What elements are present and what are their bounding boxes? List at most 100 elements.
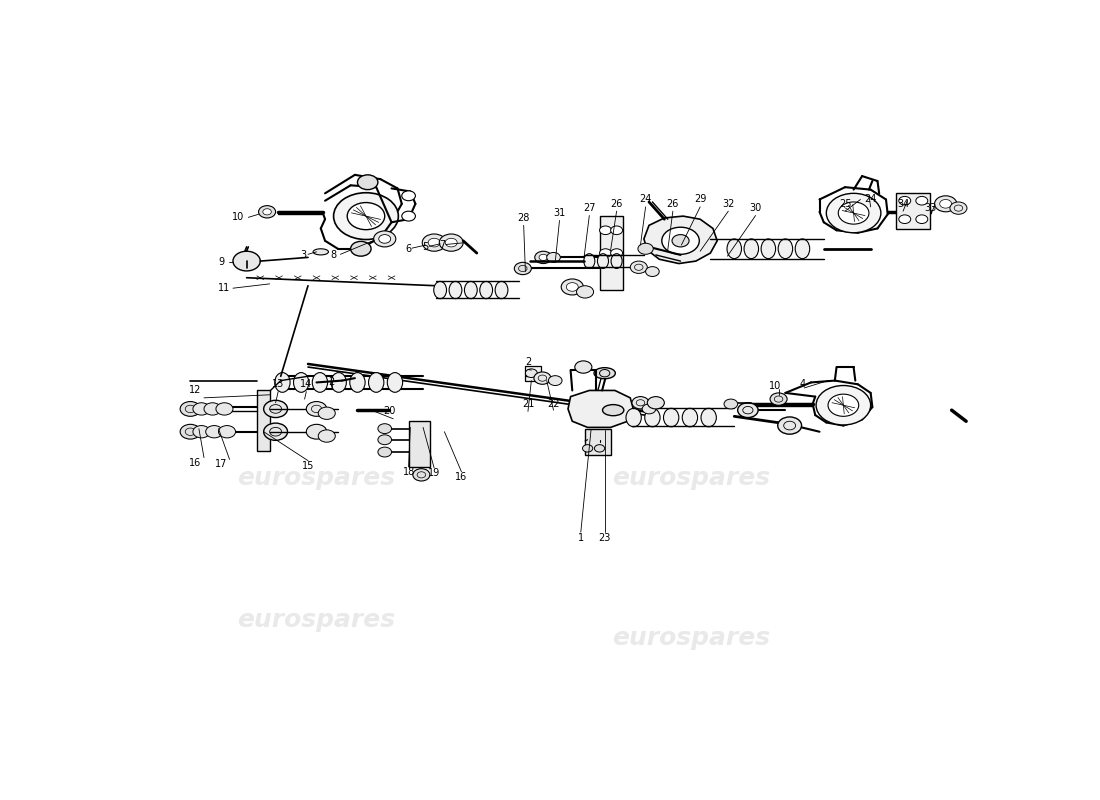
Text: 10: 10 xyxy=(769,381,781,390)
Text: 22: 22 xyxy=(548,399,560,409)
Circle shape xyxy=(306,402,327,416)
Text: 6: 6 xyxy=(406,244,411,254)
Bar xyxy=(408,422,430,467)
Circle shape xyxy=(534,372,551,384)
Circle shape xyxy=(318,430,336,442)
Circle shape xyxy=(358,175,378,190)
Circle shape xyxy=(899,215,911,223)
Circle shape xyxy=(535,251,552,263)
Text: 20: 20 xyxy=(383,406,395,416)
Ellipse shape xyxy=(744,239,759,258)
Circle shape xyxy=(647,397,664,409)
Text: 28: 28 xyxy=(517,213,530,223)
Circle shape xyxy=(816,386,871,425)
Ellipse shape xyxy=(612,254,623,269)
Circle shape xyxy=(672,234,689,247)
Circle shape xyxy=(916,197,927,205)
Text: 18: 18 xyxy=(403,466,415,477)
Circle shape xyxy=(561,279,583,295)
Circle shape xyxy=(549,376,562,386)
Circle shape xyxy=(258,206,276,218)
Circle shape xyxy=(515,262,531,274)
Circle shape xyxy=(351,242,371,256)
Ellipse shape xyxy=(645,408,660,426)
Text: 11: 11 xyxy=(218,283,231,293)
Circle shape xyxy=(219,426,235,438)
Circle shape xyxy=(206,426,222,438)
Bar xyxy=(896,194,931,229)
Circle shape xyxy=(264,423,287,440)
Ellipse shape xyxy=(701,408,716,426)
Circle shape xyxy=(935,196,957,212)
Circle shape xyxy=(600,226,612,234)
Circle shape xyxy=(838,202,869,224)
Text: 31: 31 xyxy=(553,208,565,218)
Circle shape xyxy=(192,402,210,415)
Text: 24: 24 xyxy=(865,194,877,205)
Circle shape xyxy=(662,227,700,254)
Circle shape xyxy=(575,361,592,373)
Ellipse shape xyxy=(778,239,793,258)
Text: 5: 5 xyxy=(422,242,429,252)
Polygon shape xyxy=(568,390,634,427)
Circle shape xyxy=(428,238,440,247)
Circle shape xyxy=(600,249,612,258)
Circle shape xyxy=(306,424,327,439)
Text: 2: 2 xyxy=(525,357,531,367)
Circle shape xyxy=(318,407,336,419)
Circle shape xyxy=(576,286,594,298)
Circle shape xyxy=(547,253,560,262)
Circle shape xyxy=(638,243,653,254)
Bar xyxy=(526,366,541,382)
Circle shape xyxy=(192,426,210,438)
Ellipse shape xyxy=(464,282,477,298)
Circle shape xyxy=(333,193,398,239)
Circle shape xyxy=(378,424,392,434)
Circle shape xyxy=(180,402,200,416)
Ellipse shape xyxy=(350,373,365,392)
Bar xyxy=(257,390,271,451)
Circle shape xyxy=(770,393,788,406)
Text: eurospares: eurospares xyxy=(238,466,396,490)
Text: 17: 17 xyxy=(214,459,228,470)
Text: 14: 14 xyxy=(300,379,312,390)
Circle shape xyxy=(374,231,396,247)
Text: 1: 1 xyxy=(578,534,584,543)
Text: 32: 32 xyxy=(722,199,735,209)
Circle shape xyxy=(916,215,927,223)
Ellipse shape xyxy=(727,239,741,258)
Circle shape xyxy=(828,394,859,416)
Circle shape xyxy=(594,445,605,452)
Circle shape xyxy=(204,402,221,415)
Circle shape xyxy=(610,226,623,234)
Circle shape xyxy=(566,282,579,291)
Ellipse shape xyxy=(603,405,624,416)
Circle shape xyxy=(233,251,261,271)
Circle shape xyxy=(446,238,458,247)
Text: 4: 4 xyxy=(800,379,805,390)
Text: 8: 8 xyxy=(330,250,337,260)
Ellipse shape xyxy=(433,282,447,298)
Circle shape xyxy=(899,197,911,205)
Circle shape xyxy=(264,400,287,418)
Circle shape xyxy=(216,402,233,415)
Circle shape xyxy=(646,266,659,277)
Circle shape xyxy=(724,399,738,409)
Ellipse shape xyxy=(761,239,776,258)
Polygon shape xyxy=(644,216,717,263)
Text: 10: 10 xyxy=(232,212,244,222)
Text: 21: 21 xyxy=(521,399,535,409)
Text: 25: 25 xyxy=(839,199,851,209)
Text: 30: 30 xyxy=(749,203,761,213)
Text: 26: 26 xyxy=(610,199,623,209)
Circle shape xyxy=(610,249,623,258)
Circle shape xyxy=(642,404,656,414)
Circle shape xyxy=(439,234,463,251)
Circle shape xyxy=(378,234,390,243)
Bar xyxy=(585,429,611,454)
Text: eurospares: eurospares xyxy=(613,466,771,490)
Bar xyxy=(600,216,624,290)
Circle shape xyxy=(348,202,385,230)
Ellipse shape xyxy=(495,282,508,298)
Circle shape xyxy=(950,202,967,214)
